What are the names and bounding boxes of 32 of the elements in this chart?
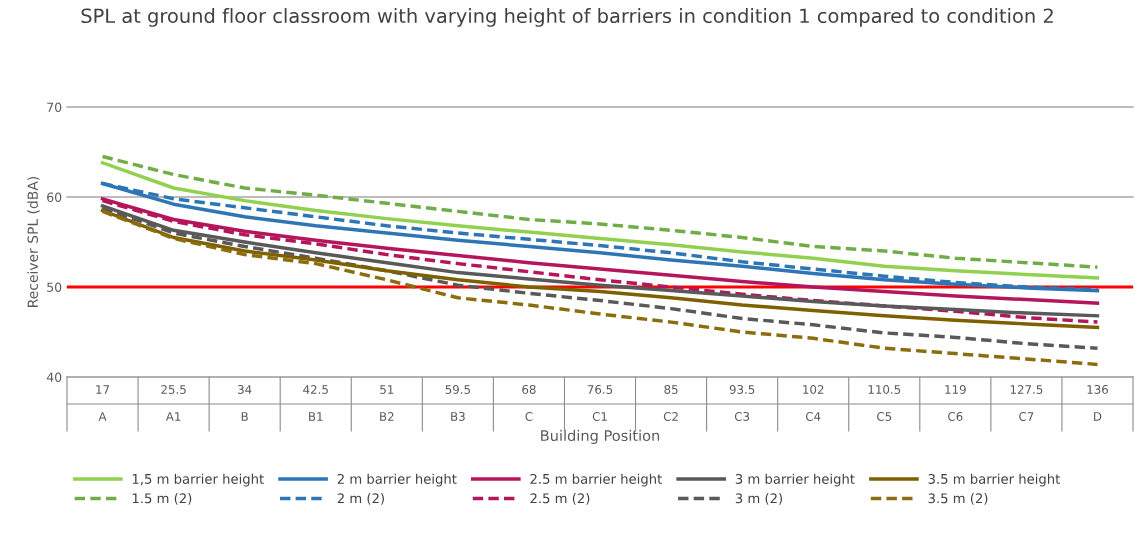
category-label: 136 D xyxy=(1087,385,1108,421)
y-tick-label: 70 xyxy=(47,102,62,112)
category-label: 68 C xyxy=(522,385,536,421)
category-label: 85 C2 xyxy=(663,385,678,421)
category-label: 25.5 A1 xyxy=(161,385,186,421)
legend-label: 3.5 m barrier height xyxy=(928,473,1061,487)
category-label: 110.5 C5 xyxy=(868,385,901,421)
legend-label: 3 m (2) xyxy=(735,493,783,505)
category-label: 59.5 B3 xyxy=(445,385,470,421)
x-axis-title: Building Position xyxy=(541,429,660,444)
category-label: 119 C6 xyxy=(945,385,966,421)
category-label: 34 B xyxy=(238,385,252,421)
chart-title: SPL at ground floor classroom with varying height of barriers in condition 1 compared to condition 2 xyxy=(81,8,1053,27)
category-label: 102 C4 xyxy=(803,385,824,421)
category-label: 127.5 C7 xyxy=(1010,385,1043,421)
legend-label: 1.5 m (2) xyxy=(132,493,192,505)
y-tick-label: 50 xyxy=(47,282,62,292)
category-label: 76.5 C1 xyxy=(587,385,613,421)
legend-label: 2.5 m barrier height xyxy=(530,473,662,487)
legend-label: 2 m barrier height xyxy=(337,473,457,487)
legend-label: 1,5 m barrier height xyxy=(132,473,264,487)
legend-label: 3.5 m (2) xyxy=(928,493,988,505)
legend-label: 3 m barrier height xyxy=(735,473,855,487)
y-tick-label: 60 xyxy=(47,192,62,202)
category-label: 42.5 B1 xyxy=(303,385,328,421)
y-axis-title: Receiver SPL (dBA) xyxy=(27,176,40,307)
category-label: 51 B2 xyxy=(380,385,394,421)
legend-label: 2 m (2) xyxy=(337,493,384,505)
legend-label: 2.5 m (2) xyxy=(530,493,590,505)
y-tick-label: 40 xyxy=(46,372,62,382)
category-label: 93.5 C3 xyxy=(729,385,755,421)
category-label: 17 A xyxy=(96,385,110,421)
